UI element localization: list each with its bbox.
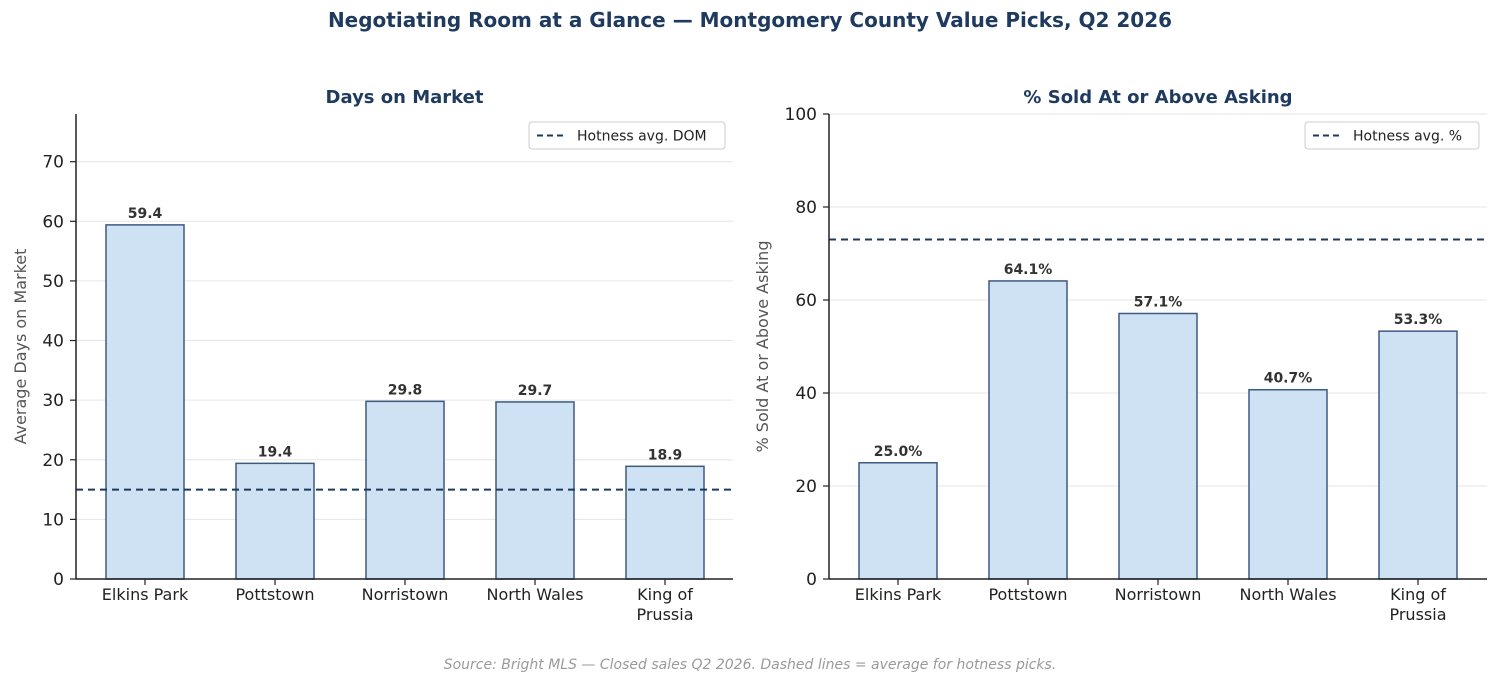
bar xyxy=(988,280,1068,580)
category-label: Pottstown xyxy=(235,585,314,604)
data-label: 29.8 xyxy=(388,382,423,398)
y-tick-label: 50 xyxy=(42,272,64,292)
panel-title: Days on Market xyxy=(326,87,484,108)
bar xyxy=(105,224,185,580)
data-label: 57.1% xyxy=(1134,294,1183,310)
chart-panel-1: 59.4 19.4 29.8 29.7 18.9 0 10 20 30 40 50 60 70 Elkin… xyxy=(11,87,733,624)
y-tick-label: 100 xyxy=(785,105,817,125)
data-label: 29.7 xyxy=(518,383,553,399)
category-label: North Wales xyxy=(1239,585,1336,604)
category-label: Norristown xyxy=(1115,585,1202,604)
bar xyxy=(1378,330,1458,580)
bar xyxy=(858,462,938,580)
legend-box xyxy=(528,121,726,150)
y-tick-label: 80 xyxy=(795,198,817,218)
panel-title: % Sold At or Above Asking xyxy=(1023,87,1292,108)
category-label: Elkins Park xyxy=(102,585,189,604)
y-tick-label: 40 xyxy=(795,384,817,404)
y-axis-label: Average Days on Market xyxy=(11,249,30,445)
chart-panel-2: 25.0% 64.1% 57.1% 40.7% 53.3% 0 20 40 60 80 100 Elk… xyxy=(753,87,1487,624)
bar xyxy=(625,465,705,580)
data-label: 18.9 xyxy=(648,447,683,463)
legend-label: Hotness avg. DOM xyxy=(577,129,707,145)
legend: Hotness avg. % xyxy=(1304,121,1480,150)
legend-label: Hotness avg. % xyxy=(1353,129,1462,145)
category-label: North Wales xyxy=(486,585,583,604)
legend-box xyxy=(1304,121,1480,150)
y-axis-label: % Sold At or Above Asking xyxy=(753,241,772,453)
bar xyxy=(235,462,315,580)
source-note: Source: Bright MLS — Closed sales Q2 202… xyxy=(443,657,1057,673)
bar xyxy=(1118,312,1198,580)
y-tick-label: 60 xyxy=(795,291,817,311)
category-label: Elkins Park xyxy=(855,585,942,604)
category-label: King of xyxy=(1390,585,1446,604)
y-tick-label: 70 xyxy=(42,153,64,173)
category-label: Prussia xyxy=(1389,605,1446,624)
y-tick-label: 30 xyxy=(42,391,64,411)
category-label: Prussia xyxy=(636,605,693,624)
figure-title: Negotiating Room at a Glance — Montgomer… xyxy=(327,8,1173,32)
y-tick-label: 60 xyxy=(42,212,64,232)
y-tick-label: 10 xyxy=(42,510,64,530)
bar xyxy=(1248,388,1328,580)
y-tick-label: 40 xyxy=(42,332,64,352)
data-label: 53.3% xyxy=(1394,312,1443,328)
category-label: King of xyxy=(637,585,693,604)
y-tick-label: 20 xyxy=(42,451,64,471)
data-label: 19.4 xyxy=(258,444,293,460)
category-label: Norristown xyxy=(362,585,449,604)
data-label: 40.7% xyxy=(1264,371,1313,387)
y-tick-label: 20 xyxy=(795,477,817,497)
legend: Hotness avg. DOM xyxy=(528,121,726,150)
data-label: 64.1% xyxy=(1004,262,1053,278)
data-label: 25.0% xyxy=(874,444,923,460)
data-label: 59.4 xyxy=(128,206,163,222)
category-label: Pottstown xyxy=(988,585,1067,604)
y-tick-label: 0 xyxy=(53,570,64,590)
y-tick-label: 0 xyxy=(806,570,817,590)
